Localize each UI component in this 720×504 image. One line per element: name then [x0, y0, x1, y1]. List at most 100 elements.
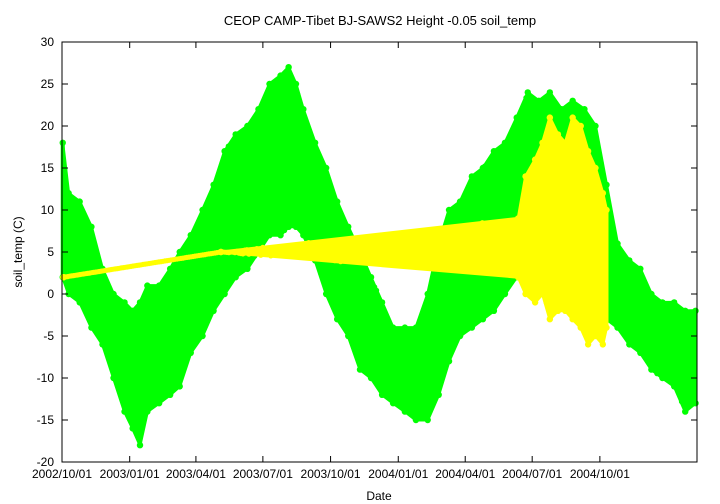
data-point	[306, 240, 312, 246]
data-point	[338, 259, 344, 265]
data-point	[246, 251, 252, 257]
data-point-min	[333, 316, 341, 323]
data-point	[295, 92, 301, 98]
data-point	[388, 355, 394, 361]
data-point	[669, 304, 675, 310]
data-point	[330, 240, 336, 246]
data-point	[580, 206, 586, 212]
data-point-min	[648, 366, 655, 373]
data-point	[109, 316, 115, 322]
y-tick-label: -20	[37, 455, 55, 469]
data-point	[316, 241, 322, 247]
data-point	[160, 286, 166, 292]
data-point	[515, 231, 521, 237]
x-tick-label: 2004/07/01	[502, 467, 562, 481]
data-point-min	[490, 307, 498, 314]
data-point	[258, 252, 264, 258]
data-point	[549, 123, 555, 129]
data-point-min	[682, 408, 689, 415]
data-point	[177, 301, 183, 307]
data-point	[576, 305, 582, 311]
data-point-max	[232, 131, 239, 138]
data-point-max	[144, 282, 151, 289]
data-point	[286, 122, 292, 128]
data-point	[90, 260, 96, 266]
data-point	[212, 192, 218, 198]
data-point	[523, 211, 529, 217]
data-point	[632, 312, 638, 318]
x-tick-label: 2004/04/01	[435, 467, 495, 481]
data-point	[374, 287, 380, 293]
data-point-max	[424, 290, 431, 298]
data-point	[648, 358, 655, 364]
data-point	[319, 266, 326, 272]
x-tick-label: 2003/10/01	[301, 467, 361, 481]
data-point	[218, 286, 224, 292]
data-point	[383, 232, 390, 238]
data-point-max	[535, 97, 543, 105]
data-point	[196, 223, 202, 229]
data-point-max	[592, 164, 599, 172]
data-point	[663, 307, 669, 313]
data-point-max	[210, 181, 217, 188]
data-point	[310, 252, 316, 258]
data-point-min	[300, 232, 307, 239]
data-point	[447, 249, 453, 255]
data-point	[199, 244, 206, 250]
data-point	[362, 334, 369, 340]
data-point	[116, 356, 122, 362]
data-point	[684, 332, 690, 339]
data-point	[413, 348, 419, 354]
data-point	[103, 312, 109, 318]
data-point-min	[603, 324, 610, 331]
data-point	[137, 317, 143, 323]
data-point	[477, 256, 483, 262]
data-point	[105, 284, 111, 291]
data-point-min	[554, 307, 562, 314]
data-point	[321, 171, 327, 177]
data-point	[220, 237, 226, 243]
data-point	[686, 393, 692, 399]
y-tick-label: -5	[43, 329, 54, 343]
data-point	[471, 226, 477, 232]
data-point	[207, 274, 213, 281]
data-point	[75, 222, 81, 228]
data-point	[534, 215, 540, 221]
data-point	[246, 133, 252, 139]
data-point	[596, 250, 602, 256]
data-point	[316, 209, 322, 215]
data-point	[555, 142, 561, 148]
data-point	[231, 256, 237, 262]
data-point-max	[577, 122, 584, 130]
data-point-min	[221, 290, 228, 298]
data-point	[383, 339, 389, 345]
data-point	[396, 389, 402, 396]
data-point	[453, 216, 459, 222]
data-point	[306, 176, 312, 182]
data-point-min	[199, 332, 206, 340]
data-point-max	[88, 223, 95, 230]
data-point	[473, 241, 479, 247]
data-point	[318, 254, 324, 260]
data-point	[437, 231, 443, 237]
data-point	[327, 189, 333, 195]
data-point	[589, 270, 595, 277]
data-point-min	[569, 316, 576, 323]
data-point	[364, 295, 370, 301]
data-point	[349, 318, 355, 324]
data-point-min	[232, 274, 239, 281]
data-point	[379, 307, 385, 313]
y-tick-label: 10	[41, 203, 55, 217]
data-point	[211, 208, 217, 214]
data-point	[266, 128, 273, 134]
data-point	[425, 251, 431, 257]
data-point	[469, 234, 475, 240]
data-point	[434, 282, 440, 288]
data-point	[538, 199, 544, 205]
data-point-max	[490, 148, 498, 155]
data-point-min	[277, 232, 284, 239]
data-point	[483, 266, 489, 272]
data-point	[277, 213, 284, 219]
y-tick-label: 25	[41, 77, 55, 91]
data-point	[402, 353, 408, 359]
